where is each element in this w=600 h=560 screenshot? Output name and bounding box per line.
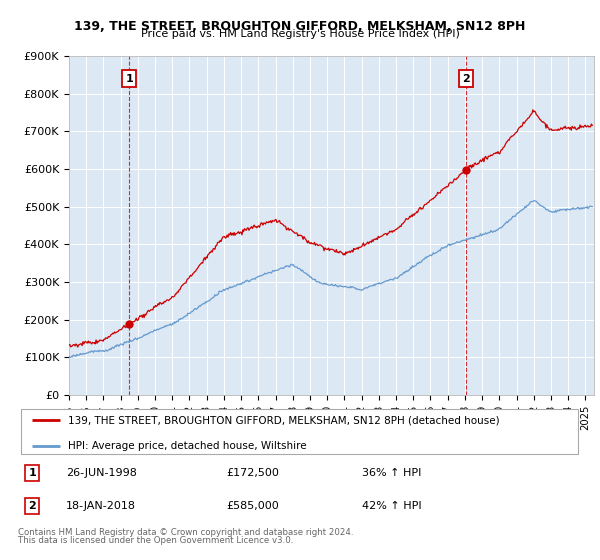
Text: 2: 2 bbox=[462, 73, 470, 83]
Text: Price paid vs. HM Land Registry's House Price Index (HPI): Price paid vs. HM Land Registry's House … bbox=[140, 29, 460, 39]
Text: 42% ↑ HPI: 42% ↑ HPI bbox=[362, 501, 422, 511]
FancyBboxPatch shape bbox=[21, 409, 578, 454]
Text: £585,000: £585,000 bbox=[227, 501, 280, 511]
Text: 26-JUN-1998: 26-JUN-1998 bbox=[66, 468, 137, 478]
Text: £172,500: £172,500 bbox=[227, 468, 280, 478]
Text: 139, THE STREET, BROUGHTON GIFFORD, MELKSHAM, SN12 8PH (detached house): 139, THE STREET, BROUGHTON GIFFORD, MELK… bbox=[68, 416, 499, 426]
Text: HPI: Average price, detached house, Wiltshire: HPI: Average price, detached house, Wilt… bbox=[68, 441, 306, 451]
Text: 18-JAN-2018: 18-JAN-2018 bbox=[66, 501, 136, 511]
Text: 1: 1 bbox=[28, 468, 36, 478]
Text: 2: 2 bbox=[28, 501, 36, 511]
Text: 36% ↑ HPI: 36% ↑ HPI bbox=[362, 468, 421, 478]
Text: This data is licensed under the Open Government Licence v3.0.: This data is licensed under the Open Gov… bbox=[18, 536, 293, 545]
Text: 1: 1 bbox=[125, 73, 133, 83]
Text: 139, THE STREET, BROUGHTON GIFFORD, MELKSHAM, SN12 8PH: 139, THE STREET, BROUGHTON GIFFORD, MELK… bbox=[74, 20, 526, 32]
Text: Contains HM Land Registry data © Crown copyright and database right 2024.: Contains HM Land Registry data © Crown c… bbox=[18, 528, 353, 536]
